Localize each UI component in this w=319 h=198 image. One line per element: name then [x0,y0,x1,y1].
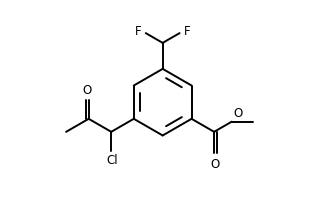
Text: O: O [82,84,92,97]
Text: Cl: Cl [106,154,118,167]
Text: F: F [183,25,190,38]
Text: O: O [233,107,242,120]
Text: O: O [211,158,220,171]
Text: F: F [135,25,142,38]
